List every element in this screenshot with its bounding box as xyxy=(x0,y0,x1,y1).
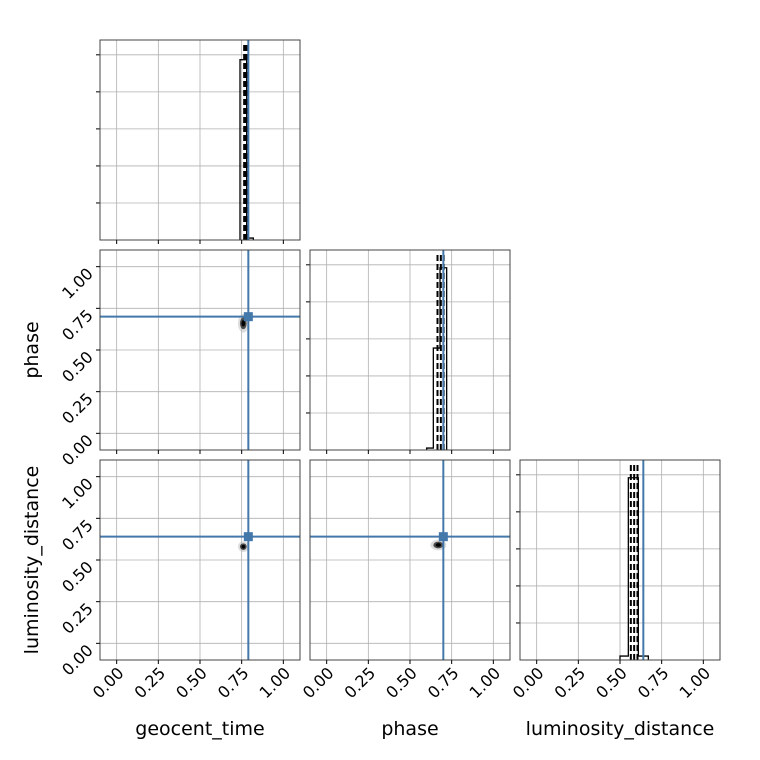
x-tick-label: 0.75 xyxy=(424,663,463,702)
x-tick-label: 0.75 xyxy=(214,663,253,702)
y-tick-label: 0.25 xyxy=(58,389,97,428)
x-tick-label: 0.00 xyxy=(299,663,338,702)
x-tick-label: 0.00 xyxy=(89,663,128,702)
x-tick-label: 0.50 xyxy=(592,663,631,702)
x-axis-label-luminosity_distance: luminosity_distance xyxy=(526,718,715,740)
panel-phase-luminosity_distance: 0.00 0.25 0.50 0.75 1.00 phase xyxy=(299,459,511,740)
panel-geocent_time-luminosity_distance: 0.00 0.25 0.50 0.75 1.00geocent_time0.000.25… xyxy=(21,459,301,740)
y-tick-label: 0.00 xyxy=(58,641,97,680)
density-core xyxy=(241,320,246,327)
density-core xyxy=(241,544,246,549)
x-tick-label: 0.75 xyxy=(634,663,673,702)
truth-marker xyxy=(243,532,253,542)
x-axis-label-phase: phase xyxy=(381,718,438,740)
x-tick-label: 0.50 xyxy=(382,663,421,702)
truth-marker xyxy=(243,312,253,322)
x-tick-label: 0.25 xyxy=(131,663,170,702)
y-tick-label: 0.75 xyxy=(58,306,97,345)
panel-luminosity_distance-luminosity_distance: 0.00 0.25 0.50 0.75 1.00 luminosity_distance xyxy=(509,459,721,740)
x-tick-label: 1.00 xyxy=(466,663,505,702)
panel-geocent_time-phase: 0.000.250.500.751.00 phase xyxy=(21,249,301,470)
y-tick-label: 0.50 xyxy=(58,557,97,596)
x-tick-label: 1.00 xyxy=(256,663,295,702)
x-tick-label: 0.25 xyxy=(341,663,380,702)
y-tick-label: 1.00 xyxy=(58,264,97,303)
panel-geocent_time-geocent_time xyxy=(96,39,301,244)
truth-marker xyxy=(438,532,448,542)
panel-phase-phase xyxy=(306,249,511,454)
x-tick-label: 0.25 xyxy=(551,663,590,702)
x-tick-label: 0.50 xyxy=(172,663,211,702)
x-axis-label-geocent_time: geocent_time xyxy=(135,718,264,740)
y-tick-label: 0.50 xyxy=(58,347,97,386)
y-tick-label: 0.00 xyxy=(58,431,97,470)
density-core xyxy=(435,543,442,547)
x-tick-label: 0.00 xyxy=(509,663,548,702)
y-tick-label: 0.25 xyxy=(58,599,97,638)
y-axis-label-luminosity_distance: luminosity_distance xyxy=(21,466,43,655)
y-axis-label-phase: phase xyxy=(21,321,43,378)
y-tick-label: 0.75 xyxy=(58,516,97,555)
x-tick-label: 1.00 xyxy=(676,663,715,702)
y-tick-label: 1.00 xyxy=(58,474,97,513)
